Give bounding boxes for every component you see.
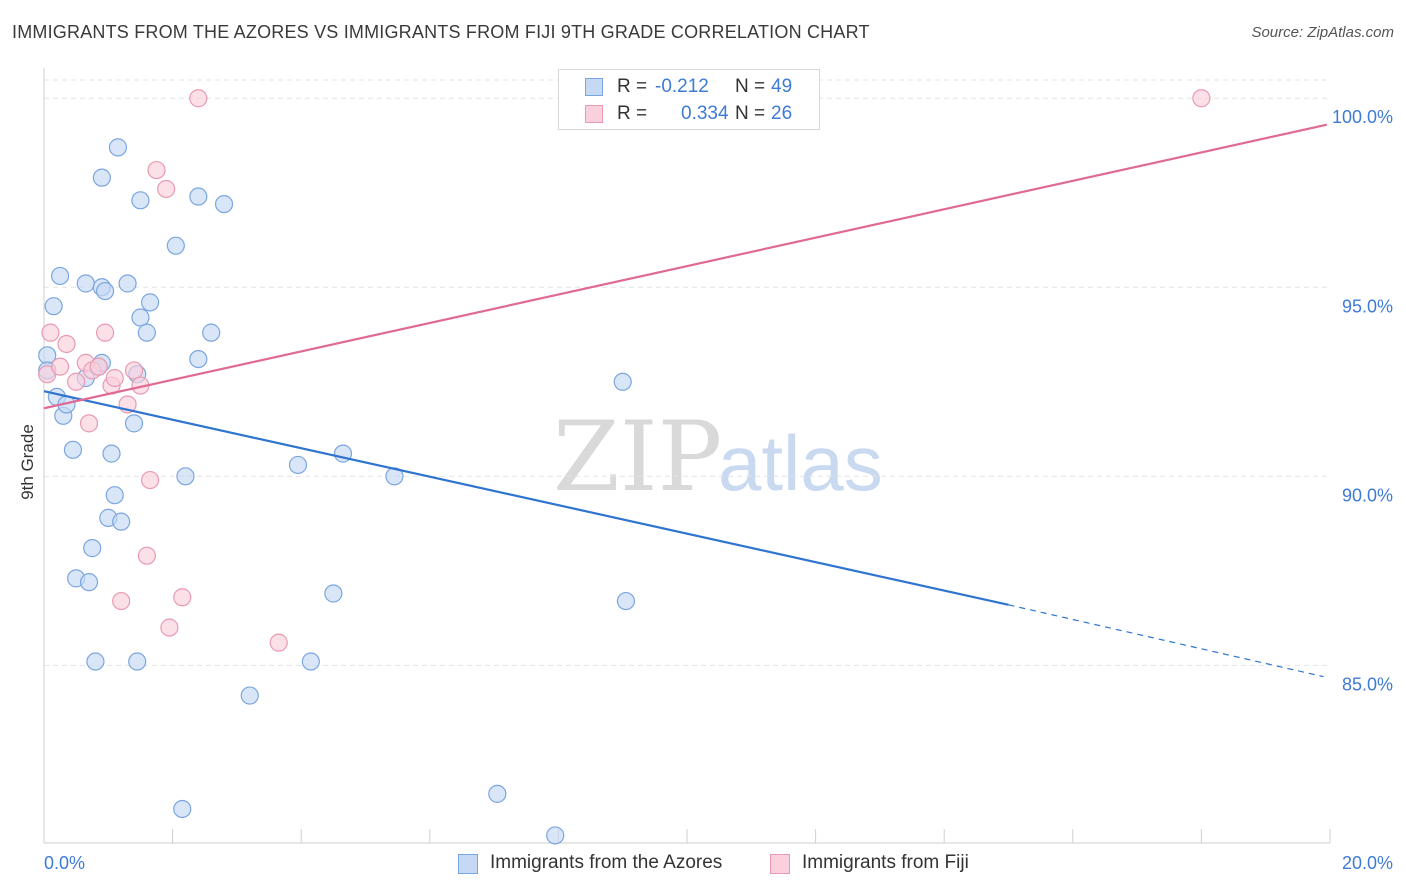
r-label: R = [617, 76, 648, 97]
chart-title: IMMIGRANTS FROM THE AZORES VS IMMIGRANTS… [12, 22, 870, 42]
n-value: 49 [771, 76, 793, 97]
azores-point [124, 414, 144, 433]
azores-point [50, 266, 70, 286]
azores-point [102, 444, 121, 463]
watermark-zip: ZIP [553, 401, 722, 513]
azores-point [324, 584, 343, 603]
data-points [38, 89, 1211, 845]
fiji-point [137, 546, 156, 565]
azores-point [616, 591, 636, 611]
azores-point [301, 652, 320, 671]
azores-point [44, 297, 63, 316]
azores-point [112, 512, 131, 531]
fiji-point [50, 357, 70, 376]
fiji-point [79, 414, 99, 433]
azores-point [202, 323, 221, 342]
fiji-point [157, 179, 176, 199]
y-axis-label: 9th Grade [18, 424, 37, 500]
azores-point [288, 455, 308, 475]
azores-point [131, 308, 150, 327]
azores-point [118, 274, 137, 293]
fiji-point [1192, 89, 1211, 108]
azores-point [128, 652, 147, 671]
azores-point [176, 467, 195, 486]
azores-point [173, 799, 192, 819]
fiji-legend-swatch [770, 854, 790, 874]
fiji-point [57, 334, 76, 354]
azores-point [63, 440, 83, 459]
y-tick-label: 100.0% [1332, 107, 1393, 127]
source-credit: Source: ZipAtlas.com [1251, 24, 1394, 41]
fiji-point [112, 591, 131, 611]
azores-point [108, 138, 128, 157]
azores-point [189, 349, 208, 369]
x-tick-label: 20.0% [1342, 853, 1393, 873]
azores-point [166, 236, 185, 255]
fiji-point [105, 368, 124, 388]
fiji-point [160, 618, 179, 637]
n-label: N = [735, 103, 766, 124]
azores-point [189, 187, 208, 206]
trend-lines [43, 123, 1328, 678]
azores-point [488, 784, 507, 803]
azores-point [83, 539, 102, 558]
azores-point [613, 372, 632, 391]
r-value: -0.212 [655, 76, 709, 97]
y-tick-label: 90.0% [1342, 485, 1393, 505]
stats-legend: R = -0.212 N = 49 R = 0.334 N = 26 [558, 69, 820, 130]
azores-legend-label: Immigrants from the Azores [490, 852, 723, 873]
watermark-atlas: atlas [718, 419, 883, 507]
fiji-point [95, 323, 115, 342]
fiji-swatch [585, 105, 603, 123]
fiji-trend-line [43, 123, 1328, 410]
azores-point [92, 168, 111, 187]
fiji-point [269, 633, 288, 652]
azores-point [137, 323, 156, 342]
fiji-point [67, 372, 86, 391]
fiji-point [124, 361, 144, 380]
y-tick-label: 95.0% [1342, 296, 1393, 316]
r-label: R = [617, 103, 648, 124]
fiji-point [140, 470, 160, 490]
n-value: 26 [771, 103, 793, 124]
fiji-point [189, 89, 208, 108]
azores-point [105, 486, 124, 505]
x-tick-label: 0.0% [44, 853, 85, 873]
watermark: ZIP atlas [553, 401, 883, 513]
fiji-point [173, 588, 192, 607]
y-tick-label: 85.0% [1342, 674, 1393, 694]
fiji-point [41, 323, 60, 342]
azores-point [131, 191, 150, 210]
azores-point [95, 281, 115, 301]
fiji-legend-label: Immigrants from Fiji [802, 852, 969, 873]
azores-point [79, 573, 99, 592]
azores-trend-extension [1008, 604, 1324, 678]
azores-trend-line [43, 390, 1009, 606]
azores-swatch [585, 78, 603, 96]
azores-point [140, 293, 160, 312]
azores-legend-swatch [458, 854, 478, 874]
tick-labels: 85.0% 90.0% 95.0% 100.0% 0.0% 20.0% [44, 107, 1393, 873]
fiji-point [89, 357, 108, 376]
gridlines [44, 79, 1330, 666]
azores-point [86, 652, 105, 671]
azores-point [214, 194, 234, 214]
fiji-point [147, 160, 166, 180]
azores-point [240, 686, 259, 705]
r-value: 0.334 [681, 103, 729, 124]
n-label: N = [735, 76, 766, 97]
azores-point [546, 826, 565, 845]
azores-point [76, 274, 95, 293]
